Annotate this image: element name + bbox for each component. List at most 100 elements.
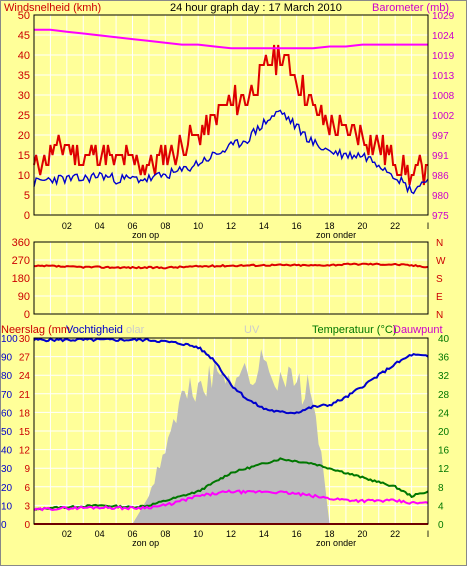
bottom-hour-tick: 22	[390, 529, 400, 539]
wind-direction-line	[34, 262, 429, 270]
humidity-y-tick: 70	[1, 390, 13, 401]
barometer-line	[34, 28, 428, 50]
baro-y-tick: 975	[432, 211, 449, 222]
top-hour-tick: 18	[324, 221, 334, 231]
baro-y-tick: 991	[432, 151, 449, 162]
chart-marks	[33, 14, 429, 525]
baro-y-tick: 1024	[432, 31, 455, 42]
temperature-y-tick: 4	[438, 501, 444, 512]
top-hour-tick: 22	[390, 221, 400, 231]
direction-y-tick: 0	[24, 309, 30, 321]
rain-y-tick: 6	[24, 483, 30, 494]
temperature-y-tick: 8	[438, 483, 444, 494]
bottom-hour-tick: I	[427, 529, 430, 539]
panel-frame	[33, 337, 429, 525]
sunrise-label: zon op	[132, 538, 159, 548]
humidity-y-tick: 40	[1, 446, 13, 457]
temperature-y-tick: 36	[438, 353, 450, 364]
humidity-axis-title: Vochtigheid	[66, 324, 123, 336]
temperature-y-tick: 12	[438, 464, 450, 475]
temperature-y-tick: 32	[438, 371, 450, 382]
panel-frame	[33, 241, 429, 315]
humidity-y-tick: 100	[1, 334, 18, 345]
top-hour-tick: I	[427, 221, 430, 231]
wind-y-tick: 0	[24, 210, 30, 222]
humidity-y-tick: 90	[1, 353, 13, 364]
direction-y-tick: 270	[12, 255, 30, 267]
panel-frame	[33, 14, 429, 216]
rain-y-tick: 21	[19, 390, 31, 401]
wind-y-tick: 45	[18, 30, 30, 42]
baro-y-tick: 1019	[432, 51, 455, 62]
compass-label: W	[436, 256, 446, 267]
wind-y-tick: 25	[18, 110, 30, 122]
temperature-line	[34, 457, 429, 511]
humidity-y-tick: 50	[1, 427, 13, 438]
temperature-y-tick: 16	[438, 446, 450, 457]
baro-y-tick: 1013	[432, 71, 455, 82]
bottom-hour-tick: 16	[292, 529, 302, 539]
humidity-y-tick: 30	[1, 464, 13, 475]
bottom-hour-tick: 18	[324, 529, 334, 539]
rain-y-tick: 3	[24, 501, 30, 512]
top-hour-tick: 02	[62, 221, 72, 231]
humidity-y-tick: 0	[1, 520, 7, 531]
wind-y-tick: 5	[24, 190, 30, 202]
uv-label: UV	[244, 324, 260, 336]
rain-y-tick: 24	[19, 371, 31, 382]
temperature-y-tick: 28	[438, 390, 450, 401]
temperature-axis-title: Temperatuur (°C)	[312, 324, 396, 336]
rain-axis-title: Neerslag (mm	[1, 324, 70, 336]
wind-y-tick: 10	[18, 170, 30, 182]
compass-label: N	[436, 238, 443, 249]
top-hour-tick: 04	[95, 221, 105, 231]
bottom-hour-tick: 12	[226, 529, 236, 539]
top-hour-tick: 16	[292, 221, 302, 231]
rain-y-tick: 9	[24, 464, 30, 475]
wind-y-tick: 35	[18, 70, 30, 82]
bottom-hour-tick: 14	[259, 529, 269, 539]
sunset-label: zon onder	[316, 230, 356, 240]
temperature-y-tick: 24	[438, 408, 450, 419]
direction-y-tick: 360	[12, 237, 30, 249]
humidity-y-tick: 10	[1, 501, 13, 512]
humidity-y-tick: 80	[1, 371, 13, 382]
solar-label: olar	[126, 324, 145, 336]
top-hour-tick: 08	[160, 221, 170, 231]
humidity-y-tick: 20	[1, 483, 13, 494]
top-hour-tick: 10	[193, 221, 203, 231]
wind-y-tick: 30	[18, 90, 30, 102]
direction-y-tick: 90	[18, 291, 30, 303]
baro-y-tick: 980	[432, 191, 449, 202]
temperature-y-tick: 40	[438, 334, 450, 345]
top-hour-tick: 20	[357, 221, 367, 231]
tick-labels: 0510152025303540455097598098699199710021…	[1, 10, 455, 548]
baro-y-tick: 986	[432, 171, 449, 182]
chart-title: 24 hour graph day : 17 March 2010	[170, 2, 342, 14]
bottom-hour-tick: 20	[357, 529, 367, 539]
sunset-label: zon onder	[316, 538, 356, 548]
baro-y-tick: 1008	[432, 91, 455, 102]
top-hour-tick: 14	[259, 221, 269, 231]
wind-axis-title: Windsnelheid (kmh)	[4, 2, 101, 14]
barometer-axis-title: Barometer (mb)	[372, 2, 449, 14]
bottom-hour-tick: 04	[95, 529, 105, 539]
direction-y-tick: 180	[12, 273, 30, 285]
grid-lines	[34, 15, 428, 524]
rain-y-tick: 12	[19, 446, 31, 457]
wind-y-tick: 40	[18, 50, 30, 62]
baro-y-tick: 1029	[432, 11, 455, 22]
temperature-y-tick: 0	[438, 520, 444, 531]
compass-label: E	[436, 292, 443, 303]
rain-y-tick: 0	[24, 520, 30, 531]
bottom-hour-tick: 06	[127, 529, 137, 539]
temperature-y-tick: 20	[438, 427, 450, 438]
wind-y-tick: 15	[18, 150, 30, 162]
humidity-y-tick: 60	[1, 408, 13, 419]
bottom-hour-tick: 10	[193, 529, 203, 539]
top-hour-tick: 12	[226, 221, 236, 231]
rain-y-tick: 27	[19, 353, 31, 364]
compass-label: N	[436, 310, 443, 321]
rain-y-tick: 15	[19, 427, 31, 438]
